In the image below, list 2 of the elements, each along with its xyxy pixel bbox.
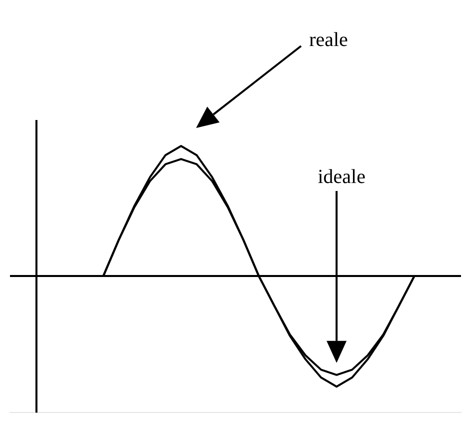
text: reale	[309, 29, 348, 52]
annotation: ideale	[318, 166, 366, 188]
